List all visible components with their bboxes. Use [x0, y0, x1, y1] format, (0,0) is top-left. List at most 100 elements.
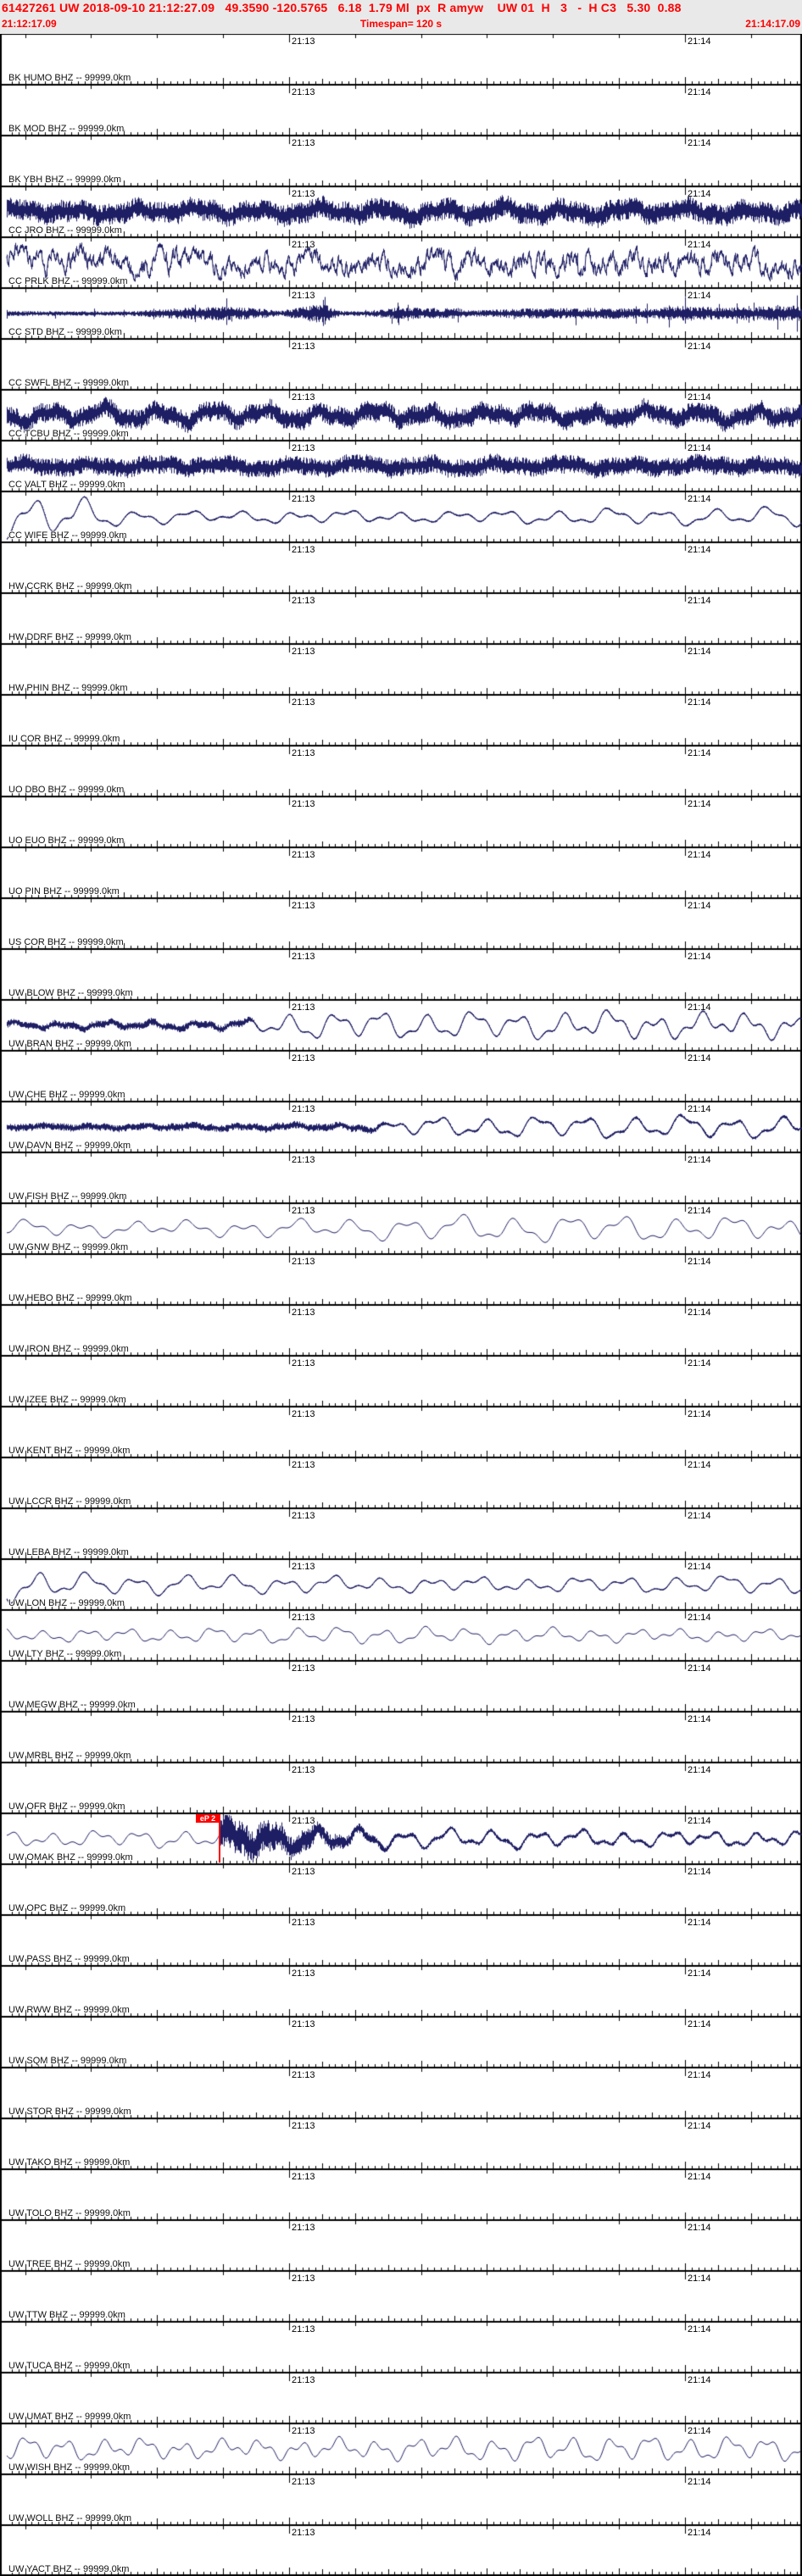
minute-label: 21:14 — [688, 901, 711, 911]
minute-label: 21:14 — [688, 240, 711, 250]
minute-label: 21:13 — [292, 341, 315, 352]
pick-line[interactable] — [219, 1814, 220, 1863]
time-window-bar: 21:12:17.09 Timespan= 120 s 21:14:17.09 — [0, 18, 802, 31]
minute-label: 21:13 — [292, 1206, 315, 1216]
minute-label: 21:14 — [688, 2324, 711, 2334]
station-label-pin: UO PIN BHZ -- 99999.0km — [8, 886, 120, 897]
station-label-umat: UW UMAT BHZ -- 99999.0km — [8, 2412, 131, 2422]
station-label-valt: CC VALT BHZ -- 99999.0km — [8, 480, 125, 490]
minute-label: 21:14 — [688, 1816, 711, 1826]
station-label-ofr: UW OFR BHZ -- 99999.0km — [8, 1802, 125, 1812]
minute-label: 21:14 — [688, 1918, 711, 1928]
station-label-kent: UW KENT BHZ -- 99999.0km — [8, 1446, 131, 1456]
minute-label: 21:14 — [688, 799, 711, 809]
minute-label: 21:14 — [688, 1460, 711, 1470]
minute-label: 21:13 — [292, 748, 315, 758]
minute-label: 21:13 — [292, 2477, 315, 2487]
minute-label: 21:13 — [292, 1918, 315, 1928]
minute-label: 21:14 — [688, 291, 711, 301]
station-label-mod: BK MOD BHZ -- 99999.0km — [8, 124, 125, 134]
minute-label: 21:13 — [292, 36, 315, 47]
minute-label: 21:14 — [688, 1257, 711, 1267]
station-label-tolo: UW TOLO BHZ -- 99999.0km — [8, 2208, 131, 2218]
minute-label: 21:13 — [292, 291, 315, 301]
station-label-che: UW CHE BHZ -- 99999.0km — [8, 1090, 125, 1100]
minute-label: 21:13 — [292, 2273, 315, 2284]
station-label-gnw: UW GNW BHZ -- 99999.0km — [8, 1242, 129, 1252]
minute-label: 21:13 — [292, 2172, 315, 2182]
minute-label: 21:13 — [292, 494, 315, 504]
minute-label: 21:14 — [688, 1511, 711, 1521]
minute-label: 21:13 — [292, 545, 315, 555]
station-label-rww: UW RWW BHZ -- 99999.0km — [8, 2005, 130, 2015]
station-label-mrbl: UW MRBL BHZ -- 99999.0km — [8, 1751, 131, 1761]
minute-label: 21:14 — [688, 2121, 711, 2131]
station-label-euo: UO EUO BHZ -- 99999.0km — [8, 836, 125, 846]
station-label-cor: IU COR BHZ -- 99999.0km — [8, 734, 120, 744]
minute-label: 21:13 — [292, 2070, 315, 2080]
minute-label: 21:14 — [688, 1968, 711, 1979]
minute-label: 21:14 — [688, 1663, 711, 1674]
minute-label: 21:14 — [688, 2528, 711, 2538]
station-label-woll: UW WOLL BHZ -- 99999.0km — [8, 2513, 132, 2523]
minute-label: 21:14 — [688, 952, 711, 962]
station-label-dbo: UO DBO BHZ -- 99999.0km — [8, 785, 125, 795]
minute-label: 21:14 — [688, 596, 711, 606]
minute-label: 21:13 — [292, 1968, 315, 1979]
minute-label: 21:13 — [292, 1460, 315, 1470]
minute-label: 21:13 — [292, 2324, 315, 2334]
minute-label: 21:14 — [688, 1765, 711, 1775]
minute-label: 21:13 — [292, 952, 315, 962]
window-end-time: 21:14:17.09 — [745, 18, 800, 30]
minute-label: 21:13 — [292, 240, 315, 250]
minute-label: 21:14 — [688, 1867, 711, 1877]
station-label-lty: UW LTY BHZ -- 99999.0km — [8, 1649, 122, 1659]
minute-label: 21:13 — [292, 392, 315, 402]
minute-label: 21:14 — [688, 443, 711, 453]
minute-label: 21:14 — [688, 850, 711, 860]
minute-label: 21:14 — [688, 748, 711, 758]
minute-label: 21:14 — [688, 2223, 711, 2233]
minute-label: 21:13 — [292, 1104, 315, 1114]
minute-label: 21:14 — [688, 1307, 711, 1318]
station-label-phin: HW PHIN BHZ -- 99999.0km — [8, 683, 128, 693]
pick-flag[interactable]: eP 2 — [196, 1814, 220, 1823]
minute-label: 21:13 — [292, 189, 315, 199]
minute-label: 21:13 — [292, 2019, 315, 2029]
station-label-omak: UW OMAK BHZ -- 99999.0km — [8, 1852, 133, 1863]
minute-label: 21:14 — [688, 2477, 711, 2487]
station-label-tcbu: CC TCBU BHZ -- 99999.0km — [8, 429, 129, 439]
minute-label: 21:13 — [292, 901, 315, 911]
minute-label: 21:13 — [292, 1663, 315, 1674]
station-label-sqm: UW SQM BHZ -- 99999.0km — [8, 2056, 127, 2066]
event-summary: 61427261 UW 2018-09-10 21:12:27.09 49.35… — [2, 1, 682, 14]
station-label-cor: US COR BHZ -- 99999.0km — [8, 937, 124, 947]
station-label-ybh: BK YBH BHZ -- 99999.0km — [8, 175, 122, 185]
minute-label: 21:14 — [688, 1358, 711, 1368]
minute-label: 21:14 — [688, 189, 711, 199]
minute-label: 21:13 — [292, 1257, 315, 1267]
minute-label: 21:13 — [292, 2223, 315, 2233]
minute-label: 21:13 — [292, 1714, 315, 1724]
minute-label: 21:13 — [292, 1816, 315, 1826]
minute-label: 21:14 — [688, 494, 711, 504]
minute-label: 21:13 — [292, 2121, 315, 2131]
station-label-swfl: CC SWFL BHZ -- 99999.0km — [8, 378, 130, 388]
minute-label: 21:14 — [688, 392, 711, 402]
station-label-wife: CC WIFE BHZ -- 99999.0km — [8, 530, 127, 541]
minute-label: 21:13 — [292, 1613, 315, 1623]
minute-label: 21:13 — [292, 697, 315, 708]
minute-label: 21:13 — [292, 1307, 315, 1318]
station-label-lon: UW LON BHZ -- 99999.0km — [8, 1598, 125, 1608]
minute-label: 21:13 — [292, 1409, 315, 1419]
station-label-ddrf: HW DDRF BHZ -- 99999.0km — [8, 632, 131, 642]
minute-label: 21:14 — [688, 1155, 711, 1165]
window-start-time: 21:12:17.09 — [2, 18, 57, 30]
timespan-label: Timespan= 120 s — [359, 18, 443, 30]
station-label-humo: BK HUMO BHZ -- 99999.0km — [8, 73, 131, 83]
minute-label: 21:14 — [688, 1053, 711, 1063]
minute-label: 21:14 — [688, 647, 711, 657]
minute-label: 21:13 — [292, 2528, 315, 2538]
station-label-davn: UW DAVN BHZ -- 99999.0km — [8, 1141, 131, 1151]
